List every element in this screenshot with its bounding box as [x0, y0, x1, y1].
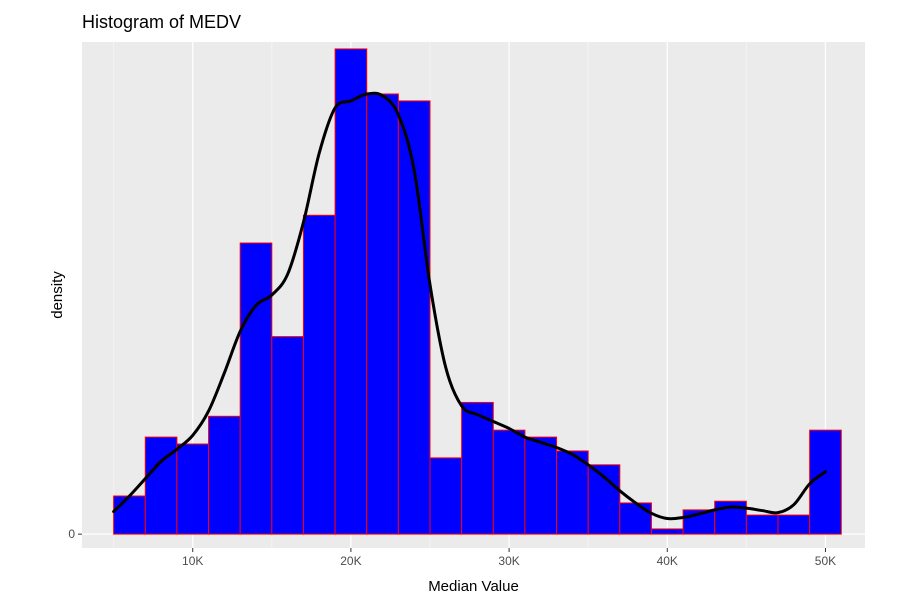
histogram-bar	[113, 495, 146, 535]
histogram-bar	[809, 429, 842, 535]
histogram-bar	[492, 429, 526, 535]
y-tick-label: 0	[68, 527, 75, 541]
histogram-bar	[619, 502, 652, 535]
density-curve	[112, 91, 827, 521]
histogram-bar	[429, 457, 463, 535]
histogram-bars	[113, 48, 842, 535]
histogram-bar	[745, 514, 779, 535]
x-tick-label: 40K	[657, 554, 678, 568]
histogram-bar	[239, 242, 273, 535]
x-tick-label: 10K	[182, 554, 203, 568]
x-tick-label: 20K	[340, 554, 361, 568]
x-tick-label: 50K	[815, 554, 836, 568]
histogram-bar	[271, 336, 304, 535]
y-axis-label: density	[49, 271, 66, 319]
histogram-bar	[366, 93, 399, 535]
x-axis-ticks: 10K 20K 30K 40K 50K	[182, 548, 836, 568]
chart-title: Histogram of MEDV	[82, 12, 241, 32]
x-axis-label: Median Value	[428, 578, 519, 595]
y-axis-ticks: 0	[68, 527, 82, 541]
histogram-bar	[461, 401, 494, 535]
histogram-bar	[556, 450, 589, 535]
histogram-bar	[650, 528, 684, 535]
histogram-bar	[302, 214, 336, 535]
histogram-bar	[524, 436, 558, 535]
histogram-bar	[334, 48, 368, 535]
histogram-bar	[208, 415, 241, 535]
x-tick-label: 30K	[498, 554, 519, 568]
histogram-bar	[777, 514, 811, 535]
histogram-bar	[176, 443, 210, 535]
